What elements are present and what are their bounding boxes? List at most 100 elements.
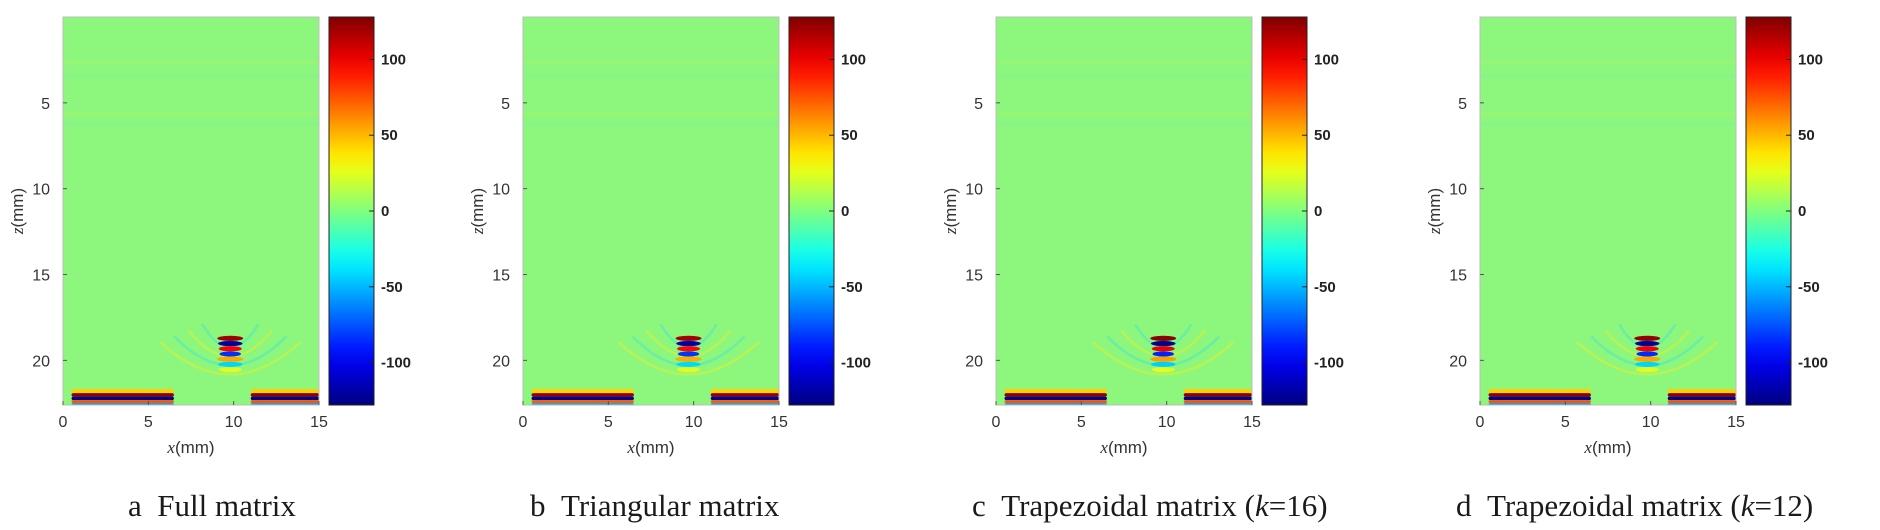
colorbar-tick-label: 0 [381, 203, 389, 220]
heatmap-chart-b: 0 5 10 15 5 10 15 20 x(mm) z(mm) 100 50 0 -50 -100 [468, 16, 871, 457]
backwall-band [71, 396, 174, 401]
focus-stripe [1151, 361, 1176, 367]
caption-a: a Full matrix [128, 488, 296, 524]
focus-stripe [217, 335, 244, 341]
side-lobe-arc [1092, 341, 1235, 376]
focus-stripe [1151, 346, 1175, 352]
focus-stripe [677, 351, 700, 357]
y-tick-label: 10 [492, 182, 510, 199]
caption-text: Triangular matrix [561, 488, 780, 523]
focus-stripe [1634, 356, 1661, 362]
noise-band [523, 112, 779, 115]
x-tick-label: 10 [1158, 414, 1176, 431]
y-tick-label: 10 [32, 182, 50, 199]
y-axis-label: z(mm) [8, 188, 27, 235]
plot-frame [995, 16, 1253, 406]
panel-b: 0 5 10 15 5 10 15 20 x(mm) z(mm) 100 50 0 -50 -100 [460, 0, 930, 530]
caption-b: b Triangular matrix [530, 488, 779, 524]
x-axis-label: x(mm) [1099, 438, 1147, 457]
plot-frame [522, 16, 780, 406]
x-axis-label: x(mm) [1583, 438, 1631, 457]
x-tick-label: 5 [1561, 414, 1570, 431]
heatmap-background [523, 17, 779, 405]
x-tick-label: 15 [1727, 414, 1745, 431]
panel-c: 0 5 10 15 5 10 15 20 x(mm) z(mm) 100 50 0 -50 -100 [933, 0, 1403, 530]
colorbar-tick-label: -50 [841, 279, 863, 296]
backwall-band [531, 400, 634, 404]
backwall-band [1183, 389, 1252, 394]
noise-band [523, 74, 779, 77]
noise-band [1480, 60, 1736, 64]
caption-text-prefix: Trapezoidal matrix ( [1487, 488, 1741, 523]
noise-band [996, 122, 1252, 125]
colorbar-tick-label: -50 [1314, 279, 1336, 296]
colorbar-tick-label: 50 [841, 127, 858, 144]
focus-stripe [1150, 356, 1177, 362]
backwall-band [710, 400, 779, 404]
heatmap-background [63, 17, 319, 405]
y-tick-label: 5 [41, 96, 50, 113]
focus-stripe [677, 346, 701, 352]
backwall-band [1183, 400, 1252, 404]
backwall-band [710, 396, 779, 401]
y-tick-label: 5 [501, 96, 510, 113]
focus-stripe [218, 361, 243, 367]
y-tick-label: 5 [974, 96, 983, 113]
colorbar-tick-label: -50 [381, 279, 403, 296]
colorbar-tick-label: 100 [1314, 51, 1339, 68]
backwall-band [710, 389, 779, 394]
y-tick-label: 15 [492, 268, 510, 285]
noise-band [523, 60, 779, 64]
backwall-band [1667, 396, 1736, 401]
caption-k: k [1740, 488, 1755, 523]
backwall-band [71, 389, 174, 394]
y-axis-label: z(mm) [1425, 188, 1444, 235]
colorbar-tick-label: -50 [1798, 279, 1820, 296]
focus-stripe [675, 356, 702, 362]
caption-c: c Trapezoidal matrix (k=16) [972, 488, 1328, 524]
colorbar [1261, 16, 1308, 406]
caption-k: k [1254, 488, 1269, 523]
focus-stripe [675, 335, 702, 341]
colorbar [328, 16, 375, 406]
backwall-band [1488, 389, 1591, 394]
focus-stripe [676, 340, 701, 347]
noise-band [63, 60, 319, 64]
colorbar-tick-label: -100 [381, 355, 411, 372]
focus-stripe [218, 340, 243, 347]
backwall-band [250, 396, 319, 401]
colorbar-tick-label: 0 [1798, 203, 1806, 220]
caption-text-suffix: =12) [1754, 488, 1814, 523]
noise-band [523, 122, 779, 125]
backwall-band [1183, 393, 1252, 397]
side-lobe-arc [617, 341, 760, 376]
caption-d: d Trapezoidal matrix (k=12) [1456, 488, 1813, 524]
focus-stripe [1635, 366, 1659, 373]
noise-band [1480, 74, 1736, 77]
y-tick-label: 5 [1458, 96, 1467, 113]
focus-stripe [676, 361, 701, 367]
colorbar-tick-label: 100 [841, 51, 866, 68]
x-tick-label: 15 [310, 414, 328, 431]
focus-stripe [677, 366, 701, 373]
focus-stripe [1150, 335, 1177, 341]
x-tick-label: 15 [1243, 414, 1261, 431]
panel-d: 0 5 10 15 5 10 15 20 x(mm) z(mm) 100 50 0 -50 -100 [1417, 0, 1880, 530]
focus-stripe [1151, 340, 1176, 347]
x-tick-label: 0 [992, 414, 1001, 431]
focus-stripe [1635, 340, 1660, 347]
x-tick-label: 5 [1077, 414, 1086, 431]
colorbar-tick-label: -100 [841, 355, 871, 372]
side-lobe-arc [1576, 341, 1719, 376]
backwall-band [1488, 393, 1591, 397]
x-tick-label: 0 [519, 414, 528, 431]
focus-stripe [1152, 351, 1175, 357]
heatmap-chart-d: 0 5 10 15 5 10 15 20 x(mm) z(mm) 100 50 0 -50 -100 [1425, 16, 1828, 457]
y-tick-label: 15 [1449, 268, 1467, 285]
focus-stripe [219, 351, 242, 357]
colorbar-tick-label: 100 [1798, 51, 1823, 68]
backwall-band [1488, 400, 1591, 404]
y-tick-label: 20 [492, 353, 510, 370]
colorbar-tick-label: 50 [381, 127, 398, 144]
panel-a: 0 5 10 15 5 10 15 20 x(mm) z(mm) 100 50 0 -50 -100 [0, 0, 470, 530]
